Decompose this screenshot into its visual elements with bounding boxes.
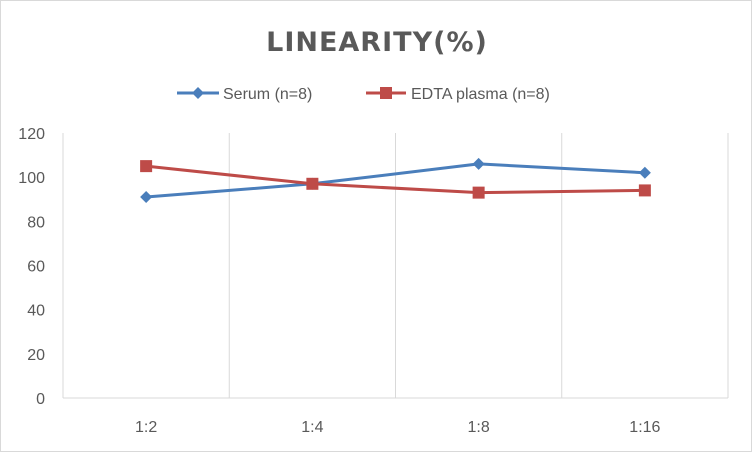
- x-tick-label: 1:4: [301, 419, 323, 436]
- data-point-square: [140, 160, 153, 173]
- data-point-diamond: [638, 166, 651, 179]
- data-point-square: [306, 177, 319, 190]
- legend: Serum (n=8) EDTA plasma (n=8): [177, 86, 550, 103]
- gridlines: [62, 133, 729, 398]
- legend-marker-edta-plasma-square: [380, 87, 392, 99]
- series: [140, 157, 651, 204]
- legend-label-edta-plasma: EDTA plasma (n=8): [411, 86, 550, 103]
- x-tick-label: 1:8: [468, 419, 490, 436]
- x-axis-ticks: 1:2 1:4 1:8 1:16: [135, 419, 661, 436]
- y-tick-label: 0: [36, 391, 45, 408]
- y-tick-label: 60: [27, 259, 45, 276]
- chart-title: LINEARITY(%): [266, 27, 488, 58]
- data-point-diamond: [472, 157, 485, 170]
- y-tick-label: 20: [27, 347, 45, 364]
- y-tick-label: 100: [18, 170, 45, 187]
- x-tick-label: 1:2: [135, 419, 157, 436]
- x-tick-label: 1:16: [629, 419, 660, 436]
- y-tick-label: 80: [27, 214, 45, 231]
- y-tick-label: 120: [18, 126, 45, 143]
- data-point-diamond: [140, 191, 153, 204]
- series-line: [145, 164, 645, 195]
- legend-marker-serum-diamond: [192, 87, 204, 99]
- legend-label-serum: Serum (n=8): [223, 86, 312, 103]
- y-tick-label: 40: [27, 303, 45, 320]
- series-line: [146, 162, 645, 199]
- legend-item-serum: Serum (n=8): [177, 86, 312, 103]
- y-axis-ticks: 0 20 40 60 80 100 120: [18, 126, 45, 408]
- series-edta-plasma: [140, 160, 651, 199]
- legend-item-edta-plasma: EDTA plasma (n=8): [366, 86, 550, 103]
- data-point-square: [638, 184, 651, 197]
- data-point-square: [472, 186, 485, 199]
